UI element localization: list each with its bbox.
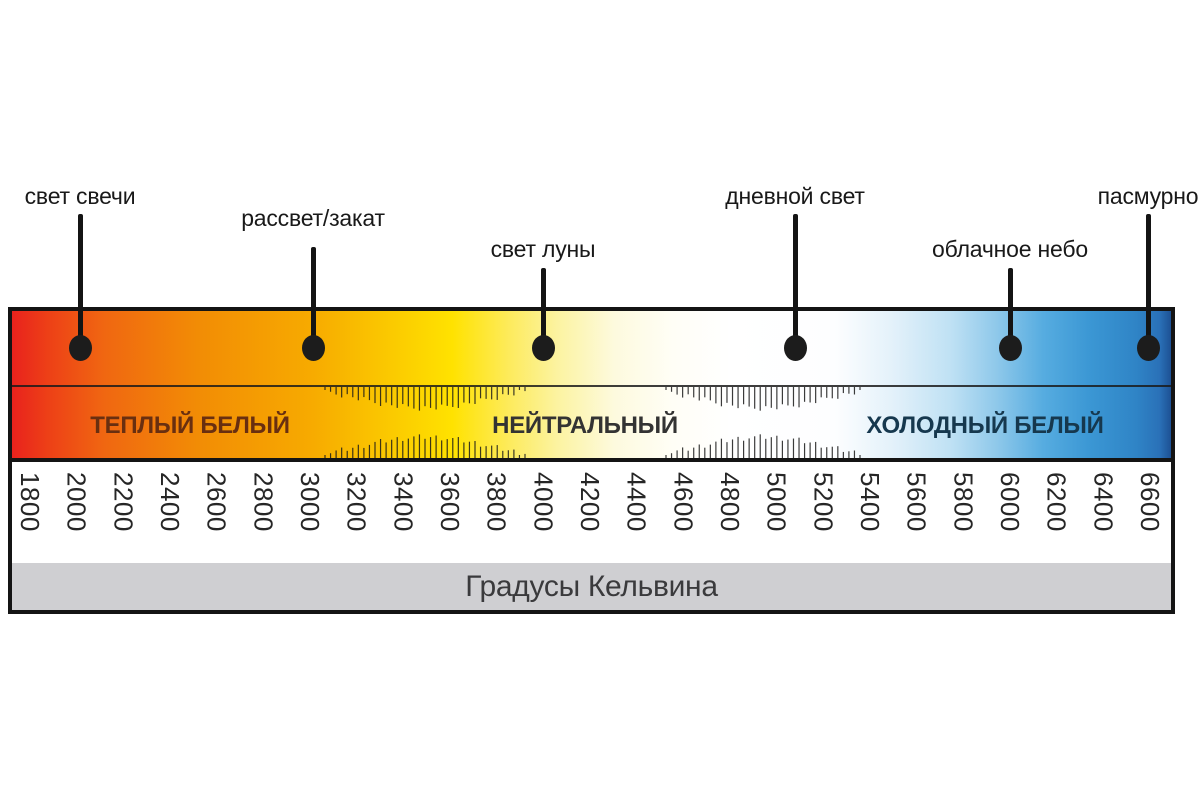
kelvin-tick-label: 5000 <box>761 472 792 532</box>
kelvin-tick-label: 2000 <box>61 472 92 532</box>
marker-label: свет свечи <box>24 183 136 209</box>
marker-pointer-line <box>1007 268 1013 348</box>
kelvin-tick-label: 3600 <box>435 472 465 532</box>
band-divider <box>12 385 1171 387</box>
kelvin-tick-label: 4800 <box>715 472 745 532</box>
kelvin-tick-label: 6600 <box>1135 472 1165 532</box>
marker-label: рассвет/закат <box>241 205 385 231</box>
kelvin-tick-label: 3000 <box>295 472 325 532</box>
marker-dot <box>68 335 92 361</box>
kelvin-footer: Градусы Кельвина <box>12 559 1171 610</box>
marker-pointer-line <box>77 214 83 348</box>
kelvin-tick-label: 5800 <box>948 472 979 532</box>
kelvin-tick-label: 4600 <box>668 472 699 532</box>
kelvin-tick-label: 3400 <box>388 472 419 532</box>
marker-label: свет луны <box>490 236 596 262</box>
kelvin-tick-label: 4200 <box>575 472 605 532</box>
marker-pointer-line <box>792 214 798 348</box>
kelvin-tick-label: 5200 <box>808 472 839 532</box>
kelvin-tick-label: 6400 <box>1088 472 1119 532</box>
kelvin-tick-label: 4400 <box>621 472 652 532</box>
scale-panel: ТЕПЛЫЙ БЕЛЫЙ НЕЙТРАЛЬНЫЙ ХОЛОДНЫЙ БЕЛЫЙ … <box>8 307 1175 614</box>
kelvin-tick-label: 5400 <box>855 472 885 532</box>
zone-label-cold-white: ХОЛОДНЫЙ БЕЛЫЙ <box>866 412 1104 439</box>
kelvin-tick-label: 5600 <box>901 472 932 532</box>
marker-pointer-line <box>1145 214 1151 348</box>
kelvin-tick-label: 3800 <box>481 472 512 532</box>
kelvin-tick-label: 2400 <box>155 472 185 532</box>
kelvin-tick-label: 2800 <box>248 472 279 532</box>
kelvin-tick-label: 2600 <box>201 472 232 532</box>
marker-pointer-line <box>540 268 546 348</box>
kelvin-tick-label: 1800 <box>15 472 45 532</box>
kelvin-tick-label: 6000 <box>995 472 1025 532</box>
transition-hatch-icon <box>324 387 861 458</box>
marker-dot <box>1136 335 1160 361</box>
kelvin-tick-label: 6200 <box>1041 472 1072 532</box>
zone-label-warm-white: ТЕПЛЫЙ БЕЛЫЙ <box>90 412 290 439</box>
marker-dot <box>998 335 1022 361</box>
marker-dot <box>531 335 555 361</box>
gradient-band: ТЕПЛЫЙ БЕЛЫЙ НЕЙТРАЛЬНЫЙ ХОЛОДНЫЙ БЕЛЫЙ <box>12 311 1171 458</box>
marker-label: дневной свет <box>725 183 865 209</box>
marker-pointer-line <box>310 247 316 348</box>
kelvin-tick-label: 2200 <box>108 472 139 532</box>
marker-label: облачное небо <box>932 236 1088 262</box>
marker-dot <box>301 335 325 361</box>
marker-label: пасмурно <box>1097 183 1199 209</box>
zone-label-neutral: НЕЙТРАЛЬНЫЙ <box>492 412 678 439</box>
kelvin-tick-label: 4000 <box>528 472 559 532</box>
kelvin-tick-label: 3200 <box>341 472 372 532</box>
kelvin-scale: 1800 2000 2200 2400 2600 2800 3000 3200 3400 3600… <box>12 458 1171 559</box>
footer-label: Градусы Кельвина <box>465 569 718 603</box>
marker-dot <box>783 335 807 361</box>
